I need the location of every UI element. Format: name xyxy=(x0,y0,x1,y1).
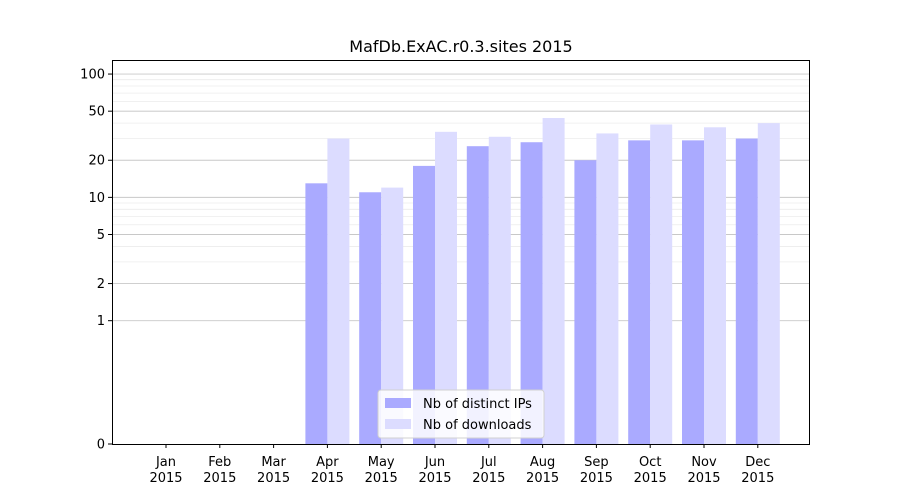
legend-label: Nb of downloads xyxy=(423,418,532,433)
x-tick-label-year: 2015 xyxy=(687,471,720,486)
bar-ips xyxy=(735,138,758,444)
legend-swatch xyxy=(385,398,411,408)
x-tick-label-year: 2015 xyxy=(741,471,774,486)
bar-ips xyxy=(520,142,543,444)
bar-ips xyxy=(628,140,651,444)
chart-title: MafDb.ExAC.r0.3.sites 2015 xyxy=(349,37,572,56)
bar-downloads xyxy=(488,136,511,444)
bars xyxy=(305,118,780,445)
bar-ips xyxy=(466,146,489,444)
bar-downloads xyxy=(381,187,404,445)
legend-swatch xyxy=(385,419,411,429)
x-tick-label-year: 2015 xyxy=(365,471,398,486)
y-tick-label: 100 xyxy=(80,68,105,83)
y-tick-label: 50 xyxy=(88,105,105,120)
bar-downloads xyxy=(596,133,619,445)
x-tick-label-month: May xyxy=(368,455,395,470)
bar-ips xyxy=(413,165,435,444)
bar-downloads xyxy=(542,118,565,445)
bar-ips xyxy=(305,183,328,444)
grid-lines xyxy=(112,73,809,322)
x-tick-label-year: 2015 xyxy=(311,471,344,486)
plot-frame xyxy=(112,60,810,445)
x-tick-label-month: Mar xyxy=(261,455,286,470)
y-tick-label: 20 xyxy=(88,154,105,169)
x-tick-label-month: Aug xyxy=(530,455,555,470)
x-tick-label-month: Oct xyxy=(639,455,661,470)
x-tick-label-year: 2015 xyxy=(257,471,290,486)
y-tick-label: 10 xyxy=(88,191,105,206)
x-tick-label-year: 2015 xyxy=(149,471,182,486)
x-tick-label-month: Apr xyxy=(316,455,339,470)
bar-downloads xyxy=(757,123,780,444)
x-tick-label-year: 2015 xyxy=(580,471,613,486)
x-tick-label-year: 2015 xyxy=(472,471,505,486)
x-tick-label-month: Jan xyxy=(155,455,176,470)
bar-downloads xyxy=(435,131,457,444)
y-tick-label: 0 xyxy=(97,438,105,453)
x-tick-label-month: Jun xyxy=(424,455,445,470)
x-tick-label-year: 2015 xyxy=(203,471,236,486)
y-tick-label: 2 xyxy=(97,277,105,292)
bar-ips xyxy=(682,140,704,444)
bar-ips xyxy=(574,160,597,444)
bar-downloads xyxy=(704,127,726,445)
y-tick-label: 1 xyxy=(97,314,105,329)
x-tick-label-month: Nov xyxy=(691,455,717,470)
x-tick-label-month: Sep xyxy=(584,455,609,470)
x-axis: Jan2015Feb2015Mar2015Apr2015May2015Jun20… xyxy=(149,444,774,486)
y-axis: 0 1 2 5 10 20 50 100 xyxy=(80,68,112,453)
bar-downloads xyxy=(650,124,673,444)
legend: Nb of distinct IPs Nb of downloads xyxy=(377,389,545,439)
y-tick-label: 5 xyxy=(97,228,105,243)
bar-ips xyxy=(359,192,382,444)
legend-label: Nb of distinct IPs xyxy=(423,397,532,412)
x-tick-label-month: Feb xyxy=(208,455,231,470)
x-tick-label-year: 2015 xyxy=(634,471,667,486)
x-tick-label-year: 2015 xyxy=(418,471,451,486)
legend-box xyxy=(377,389,545,439)
x-tick-label-year: 2015 xyxy=(526,471,559,486)
x-tick-label-month: Dec xyxy=(745,455,770,470)
bar-downloads xyxy=(327,138,350,444)
x-tick-label-month: Jul xyxy=(480,455,497,470)
